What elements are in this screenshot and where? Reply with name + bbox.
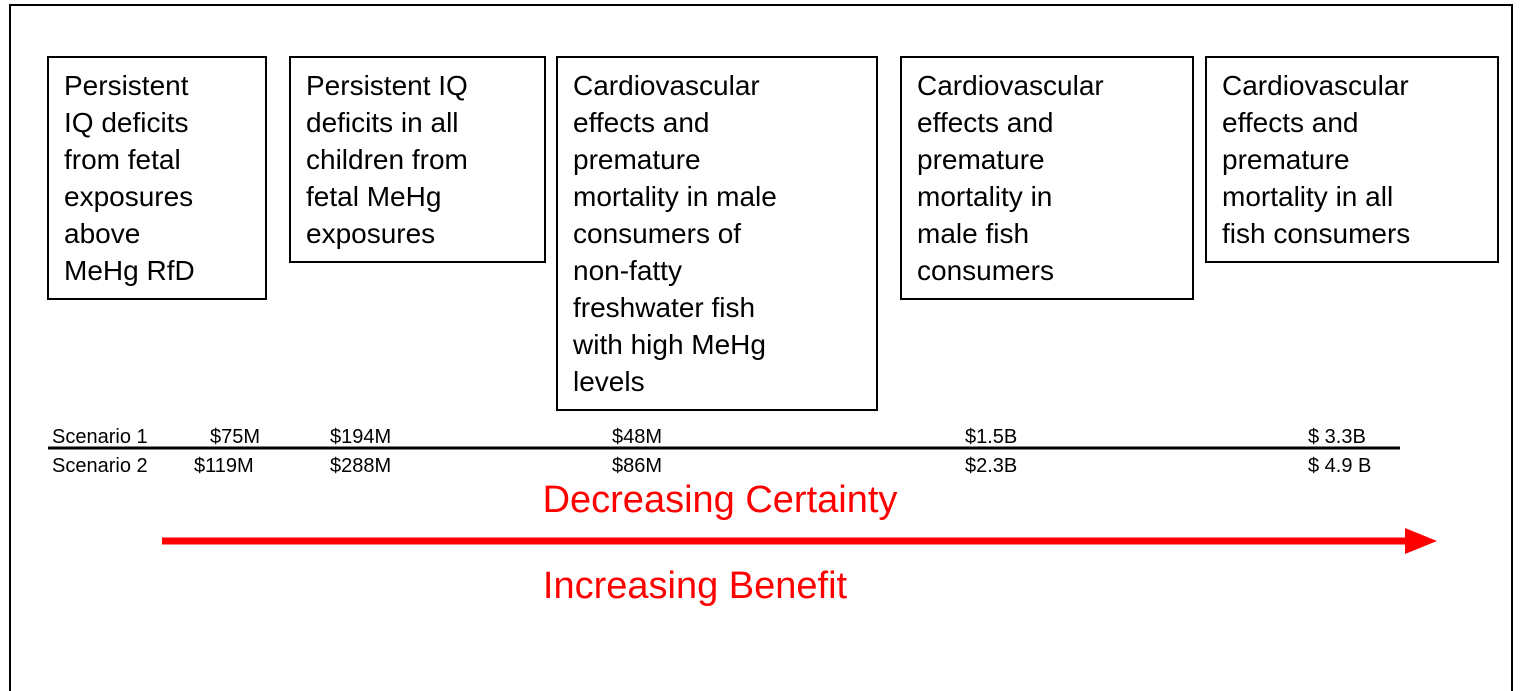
outcome-box [47, 56, 267, 300]
outcome-text: mortality in [917, 181, 1052, 212]
scenario-value: $194M [330, 426, 391, 448]
outcome-text: fetal MeHg [306, 181, 441, 212]
scenario-label: Scenario 2 [52, 455, 148, 477]
outcome-text: above [64, 218, 140, 249]
scenario-label: Scenario 1 [52, 426, 148, 448]
scenario-value: $75M [210, 426, 260, 448]
outcome-text: exposures [306, 218, 435, 249]
scenario-value: $86M [612, 455, 662, 477]
outcome-box [1205, 56, 1499, 263]
certainty-label: Decreasing Certainty [543, 479, 898, 521]
outcome-text: consumers [917, 255, 1054, 286]
scenario-value: $119M [194, 455, 254, 477]
outcome-box [900, 56, 1194, 300]
outcome-text: children from [306, 144, 468, 175]
outcome-text: effects and [917, 107, 1053, 138]
outcome-text: non-fatty [573, 255, 682, 286]
outcome-text: freshwater fish [573, 292, 755, 323]
scenario-value: $ 3.3B [1308, 426, 1366, 448]
outcome-text: premature [917, 144, 1045, 175]
scenario-value: $288M [330, 455, 391, 477]
outcome-text: Persistent [64, 70, 189, 101]
outcome-text: Cardiovascular [1222, 70, 1409, 101]
outcome-text: exposures [64, 181, 193, 212]
benefit-label: Increasing Benefit [543, 565, 848, 607]
outcome-text: consumers of [573, 218, 741, 249]
scenario-value: $48M [612, 426, 662, 448]
outcome-text: male fish [917, 218, 1029, 249]
outcome-text: mortality in male [573, 181, 777, 212]
outcome-text: Cardiovascular [573, 70, 760, 101]
outcome-text: effects and [1222, 107, 1358, 138]
outcome-text: premature [573, 144, 701, 175]
outcome-text: MeHg RfD [64, 255, 195, 286]
outcome-text: from fetal [64, 144, 181, 175]
arrow-head [1405, 528, 1437, 554]
outcome-text: effects and [573, 107, 709, 138]
outcome-text: deficits in all [306, 107, 459, 138]
outcome-text: Persistent IQ [306, 70, 468, 101]
outcome-text: mortality in all [1222, 181, 1393, 212]
outcome-text: with high MeHg [572, 329, 766, 360]
scenario-value: $ 4.9 B [1308, 455, 1371, 477]
frame [9, 4, 1513, 691]
scenario-value: $2.3B [965, 455, 1017, 477]
outcome-box [289, 56, 546, 263]
outcome-box [556, 56, 878, 411]
scenario-value: $1.5B [965, 426, 1017, 448]
outcome-text: fish consumers [1222, 218, 1410, 249]
outcome-text: levels [573, 366, 645, 397]
outcome-text: Cardiovascular [917, 70, 1104, 101]
outcome-text: IQ deficits [64, 107, 188, 138]
outcome-text: premature [1222, 144, 1350, 175]
